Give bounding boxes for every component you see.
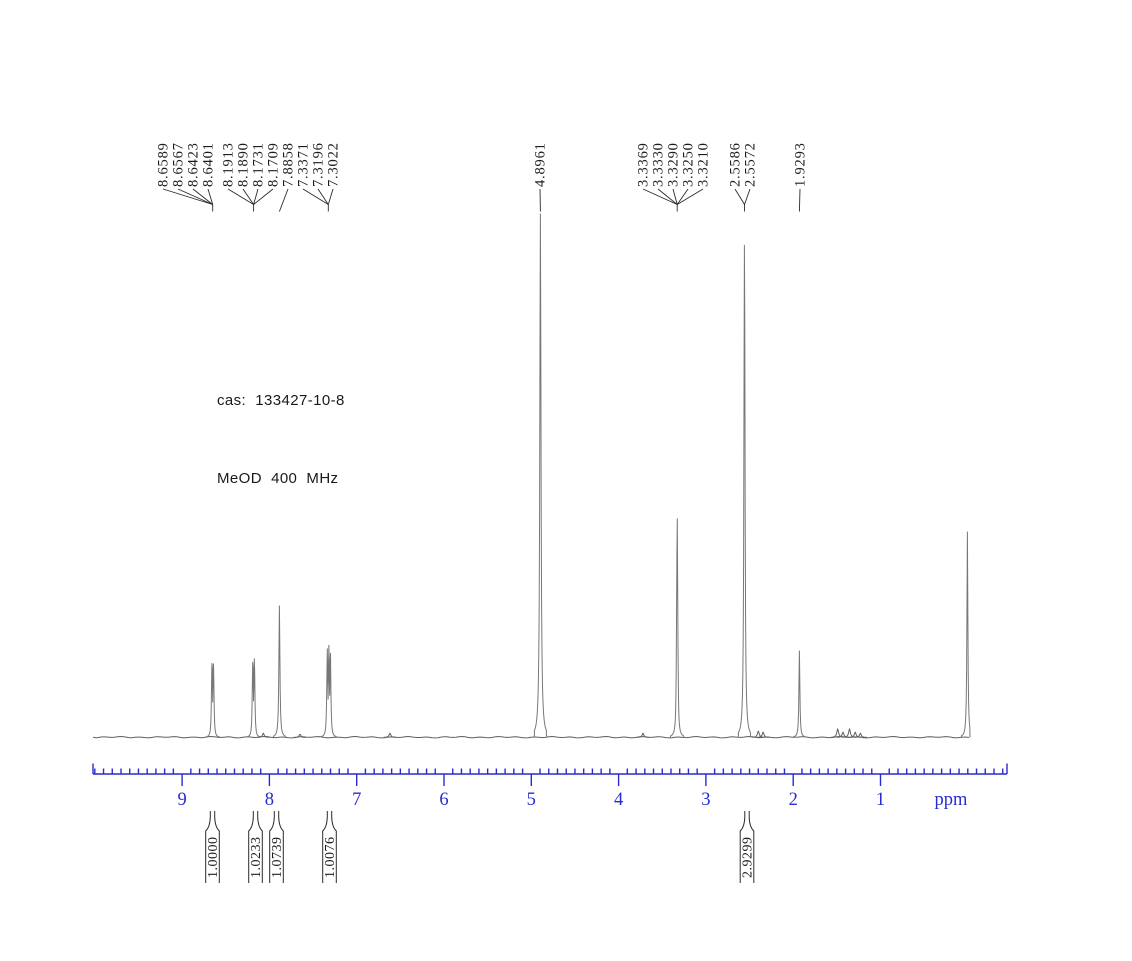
peak-label: 2.5586 (728, 142, 744, 187)
label-connector (317, 188, 329, 205)
peak (670, 518, 685, 738)
peak (751, 730, 765, 738)
cas-number-line: cas: 133427-10-8 (217, 392, 345, 409)
ppm-axis: ppm 9 8 7 6 5 4 3 2 1 (92, 763, 1008, 810)
peak (848, 731, 862, 738)
peak-label: 8.1731 (251, 142, 267, 187)
peak-label: 8.6423 (186, 142, 202, 187)
peak (320, 644, 337, 738)
peak-label: 3.3369 (636, 142, 652, 187)
peak-label: 7.3371 (296, 142, 312, 187)
label-connector (327, 188, 334, 205)
peak-label: 1.9293 (793, 142, 809, 187)
peak-label: 2.5572 (743, 142, 759, 187)
label-connector (744, 188, 751, 205)
integral-bracket (257, 811, 263, 883)
peak-label: 7.8858 (281, 142, 297, 187)
integral-bracket (322, 811, 328, 883)
label-connector (672, 188, 678, 205)
peak-label: 3.3250 (681, 142, 697, 187)
axis-tick-label: 4 (614, 790, 623, 810)
peak-label: 8.6589 (156, 142, 172, 187)
spectrum-trace (92, 213, 971, 739)
axis-tick-label: 1 (876, 790, 885, 810)
peak (256, 732, 270, 738)
label-connector (253, 188, 274, 205)
peak-label: 7.3022 (326, 142, 342, 187)
axis-tick-label: 2 (789, 790, 798, 810)
ppm-unit-label: ppm (935, 790, 969, 810)
peak-label: 8.1709 (266, 142, 282, 187)
label-connector (242, 188, 254, 205)
label-connector (734, 188, 745, 205)
integral-value: 1.0233 (249, 837, 264, 879)
peak-label: 8.1890 (236, 142, 252, 187)
peak (843, 727, 856, 738)
label-connector (302, 188, 329, 205)
label-connector (192, 188, 213, 205)
peak (836, 731, 850, 738)
peak (533, 213, 547, 738)
peak (737, 244, 752, 738)
solvent-frequency-line: MeOD 400 MHz (217, 470, 339, 487)
peak-label: 3.3210 (696, 142, 712, 187)
axis-tick-label: 5 (527, 790, 536, 810)
label-connector (162, 188, 213, 205)
peak (960, 531, 971, 738)
peak-label-layer: 8.6589 8.6567 8.6423 8.6401 8.1913 8.1890 8.17… (156, 142, 809, 212)
peak-label: 8.6401 (201, 142, 217, 187)
integral-bracket (205, 811, 211, 883)
peak (831, 727, 845, 738)
peak (293, 733, 307, 738)
peak-label: 4.8961 (533, 142, 549, 187)
axis-tick-label: 3 (701, 790, 710, 810)
axis-tick-label: 6 (439, 790, 448, 810)
axis-tick-label: 8 (265, 790, 274, 810)
peak (272, 605, 286, 738)
label-connector (278, 188, 289, 212)
peak-label: 3.3330 (651, 142, 667, 187)
axis-tick-label: 7 (352, 790, 361, 810)
peak (383, 732, 397, 738)
integral-value: 1.0739 (270, 837, 285, 879)
integral-bracket (248, 811, 254, 883)
sample-annotation: cas: 133427-10-8 MeOD 400 MHz (217, 336, 345, 544)
integral-bracket (278, 811, 284, 883)
integral-bracket (269, 811, 275, 883)
integral-value: 2.9299 (741, 837, 756, 879)
label-connector (642, 188, 678, 205)
peak (205, 663, 220, 738)
label-connector (676, 188, 689, 205)
peak (246, 658, 261, 738)
peak (792, 650, 806, 738)
baseline (92, 735, 970, 739)
label-connector (657, 188, 678, 205)
integral-bracket (748, 811, 755, 883)
label-connector (227, 188, 254, 205)
integral-value: 1.0076 (323, 837, 338, 879)
peak-label: 3.3290 (666, 142, 682, 187)
peak (636, 732, 650, 738)
label-connector (798, 188, 801, 212)
label-connector (676, 188, 704, 205)
integral-value: 1.0000 (206, 837, 221, 879)
integral-layer: 1.0000 1.0233 1.0739 1.0076 2.9299 (205, 811, 756, 883)
label-connector (253, 188, 259, 205)
integral-bracket (214, 811, 220, 883)
integral-bracket (331, 811, 337, 883)
peak-label: 8.6567 (171, 142, 187, 187)
peak (756, 731, 770, 738)
label-connector (177, 188, 213, 205)
axis-tick-label: 9 (177, 790, 186, 810)
peak-label: 8.1913 (221, 142, 237, 187)
peak-label: 7.3196 (311, 142, 327, 187)
integral-bracket (739, 811, 746, 883)
label-connector (207, 188, 214, 205)
peak (853, 732, 867, 738)
